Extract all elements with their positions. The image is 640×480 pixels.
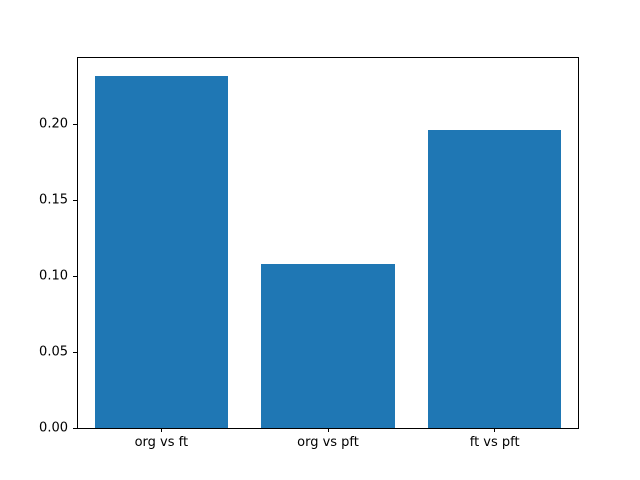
y-tick-mark bbox=[73, 351, 77, 353]
y-tick-label: 0.10 bbox=[39, 268, 68, 284]
x-tick-label: org vs pft bbox=[297, 435, 359, 450]
y-tick-mark bbox=[73, 123, 77, 125]
bar bbox=[261, 263, 395, 428]
bar bbox=[94, 75, 228, 428]
x-tick-mark bbox=[327, 428, 329, 432]
x-tick-label: ft vs pft bbox=[469, 435, 520, 450]
y-tick-mark bbox=[73, 199, 77, 201]
bar bbox=[428, 130, 562, 428]
y-tick-mark bbox=[73, 427, 77, 429]
x-tick-mark bbox=[494, 428, 496, 432]
y-tick-label: 0.05 bbox=[39, 344, 68, 360]
y-tick-mark bbox=[73, 275, 77, 277]
plot-area: 0.00 0.05 0.10 0.15 0.20 org vs ft org vs pft f… bbox=[39, 57, 579, 449]
x-tick-label: org vs ft bbox=[134, 435, 189, 450]
y-tick-label: 0.15 bbox=[39, 192, 68, 208]
y-tick-label: 0.20 bbox=[39, 116, 68, 132]
x-tick-mark bbox=[160, 428, 162, 432]
y-tick-label: 0.00 bbox=[39, 420, 68, 436]
